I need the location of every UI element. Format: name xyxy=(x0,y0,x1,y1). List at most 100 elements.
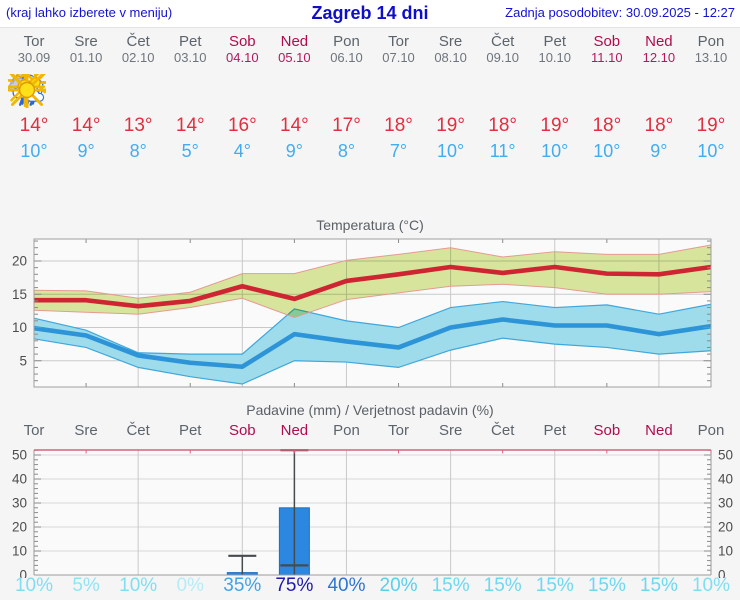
day-date-label: 02.10 xyxy=(121,50,155,65)
day-date-label: 06.10 xyxy=(330,50,363,65)
day-icon-cell xyxy=(8,65,112,113)
day-column: Sob 04.10 16° 4° xyxy=(10,33,268,164)
day-date-label: 05.10 xyxy=(278,50,311,65)
day-name-label: Ned xyxy=(280,33,309,50)
day-name-label: Sre xyxy=(438,33,463,50)
precip-probability-label: 15% xyxy=(587,575,626,596)
day-icon-cell xyxy=(8,65,477,113)
precip-chart-svg: 0 0 10 10 20 20 30 30 40 40 50 50 xyxy=(12,448,733,579)
day-date-label: 03.10 xyxy=(173,50,207,65)
day-column: Čet 02.10 13° 8° xyxy=(8,33,164,164)
day-name-label: Tor xyxy=(388,33,409,50)
precip-probability-label: 0% xyxy=(176,575,204,596)
precip-y-tick-label: 10 xyxy=(718,544,733,559)
day-high-temp: 18° xyxy=(488,115,518,136)
day-column: Sob 11.10 18° 10° xyxy=(8,33,633,164)
precip-day-label: Sre xyxy=(74,422,98,439)
day-low-temp: 9° xyxy=(285,141,303,161)
precip-day-label: Pon xyxy=(333,422,360,439)
day-name-label: Sob xyxy=(228,33,256,50)
precip-y-tick-label: 20 xyxy=(12,520,27,535)
day-high-temp: 17° xyxy=(332,115,361,136)
precip-probability-label: 15% xyxy=(431,575,470,596)
precip-day-label: Čet xyxy=(126,422,150,439)
day-name-label: Čet xyxy=(491,33,515,50)
precip-y-tick-label: 50 xyxy=(12,448,27,463)
page-title: Zagreb 14 dni xyxy=(311,3,429,23)
day-low-temp: 10° xyxy=(20,141,48,161)
day-low-temp: 10° xyxy=(436,141,465,161)
day-low-temp: 11° xyxy=(489,141,516,161)
day-name-label: Pon xyxy=(697,33,725,50)
day-icon-cell xyxy=(8,65,372,113)
day-icon-cell xyxy=(8,65,685,113)
precip-y-tick-label: 0 xyxy=(19,568,27,579)
day-strip: Tor 30.09 14° 10° Sre 01.10 14° 9° Čet 02.10 13° 8°… xyxy=(8,33,737,164)
day-high-temp: 16° xyxy=(227,115,257,136)
day-name-label: Sob xyxy=(593,33,621,50)
day-date-label: 12.10 xyxy=(642,50,676,65)
precip-day-label: Tor xyxy=(23,422,45,439)
day-high-temp: 13° xyxy=(123,115,153,136)
day-column: Tor 07.10 18° 7° xyxy=(8,33,425,164)
day-date-label: 11.10 xyxy=(591,50,623,65)
precip-day-label: Sob xyxy=(593,422,621,439)
precip-probability-label: 10% xyxy=(691,575,731,596)
day-icon-cell xyxy=(8,65,529,113)
precip-day-label: Pet xyxy=(178,422,202,439)
precip-y-tick-label: 20 xyxy=(718,520,733,535)
precip-probability-label: 20% xyxy=(379,575,418,596)
weather-icon-sunny xyxy=(8,74,46,108)
day-high-temp: 19° xyxy=(436,115,465,136)
day-icon-cell xyxy=(8,65,216,113)
menu-hint-label: (kraj lahko izberete v meniju) xyxy=(6,5,173,20)
precip-probability-axis: 10% 5% 10% 0% 35% 75% 40% 20% 15% 15% 15% 15% 15% 10% xyxy=(0,575,740,596)
precip-probability-label: 35% xyxy=(223,575,262,596)
precip-day-label: Sre xyxy=(438,422,463,439)
day-low-temp: 10° xyxy=(541,141,569,161)
day-date-label: 30.09 xyxy=(17,50,51,65)
day-date-label: 10.10 xyxy=(538,50,572,65)
day-high-temp: 18° xyxy=(384,115,413,136)
day-date-label: 13.10 xyxy=(694,50,728,65)
precip-probability-label: 40% xyxy=(327,575,366,596)
day-column: Sre 01.10 14° 9° xyxy=(8,33,112,164)
precip-probability-label: 15% xyxy=(535,575,574,596)
day-column: Ned 05.10 14° 9° xyxy=(8,33,320,164)
day-icon-cell xyxy=(8,65,164,113)
day-column: Čet 09.10 18° 11° xyxy=(8,33,529,164)
precip-probability-label: 5% xyxy=(72,575,100,596)
page-header: (kraj lahko izberete v meniju) Zagreb 14… xyxy=(0,0,740,28)
day-date-label: 09.10 xyxy=(486,50,519,65)
day-name-label: Tor xyxy=(23,33,45,50)
day-name-label: Čet xyxy=(126,33,150,50)
day-icon-cell xyxy=(8,65,581,113)
precip-y-tick-label: 50 xyxy=(718,448,733,463)
day-high-temp: 18° xyxy=(644,115,674,136)
day-high-temp: 19° xyxy=(540,115,570,136)
day-column: Pon 06.10 17° 8° xyxy=(8,33,372,164)
day-low-temp: 8° xyxy=(129,141,147,161)
day-column: Pet 03.10 14° 5° xyxy=(8,33,216,164)
day-date-label: 01.10 xyxy=(69,50,103,65)
precip-y-tick-label: 10 xyxy=(12,544,27,559)
precip-probability-label: 10% xyxy=(119,575,158,596)
day-date-label: 07.10 xyxy=(382,50,415,65)
day-low-temp: 9° xyxy=(650,141,668,161)
precip-day-label: Čet xyxy=(491,422,515,439)
day-icon-cell xyxy=(10,65,268,113)
day-column: Sre 08.10 19° 10° xyxy=(8,33,477,164)
day-name-label: Pon xyxy=(333,33,360,50)
day-name-label: Ned xyxy=(645,33,673,50)
day-low-temp: 8° xyxy=(337,141,356,161)
precip-y-tick-label: 30 xyxy=(718,496,733,511)
temp-y-tick-label: 5 xyxy=(19,353,27,368)
precip-probability-label: 15% xyxy=(483,575,522,596)
day-high-temp: 14° xyxy=(19,115,49,136)
precip-y-tick-label: 40 xyxy=(12,472,27,487)
day-high-temp: 14° xyxy=(71,115,101,136)
day-icon-cell xyxy=(8,65,737,113)
temp-y-tick-label: 20 xyxy=(12,254,27,269)
temperature-chart-title: Temperatura (°C) xyxy=(316,217,424,233)
precip-y-tick-label: 40 xyxy=(718,472,733,487)
